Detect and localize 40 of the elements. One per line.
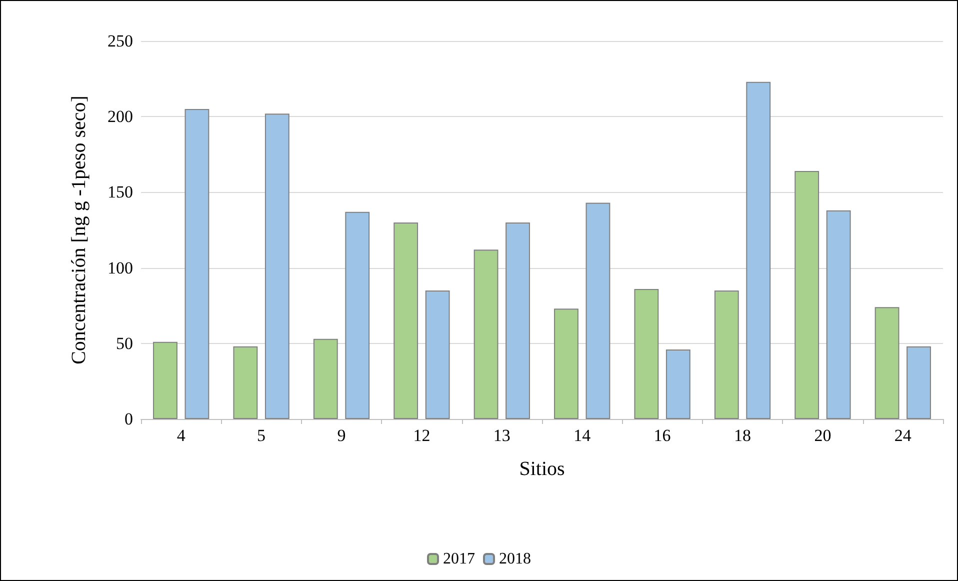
bar: [233, 346, 258, 419]
bar: [474, 250, 498, 419]
bar: [184, 109, 210, 419]
bar: [394, 222, 418, 419]
legend-label: 2017: [443, 550, 475, 568]
bar: [153, 342, 178, 419]
x-tick-label: 9: [337, 426, 346, 445]
x-tick-label: 16: [654, 426, 671, 445]
bar: [906, 346, 931, 419]
bar: [554, 308, 578, 419]
bar: [634, 288, 659, 419]
bar: [506, 222, 530, 419]
bar: [826, 210, 851, 419]
bar: [313, 338, 338, 419]
y-tick-label: 100: [108, 258, 133, 278]
x-tick-label: 14: [574, 426, 592, 445]
x-axis-title: Sitios: [519, 458, 566, 480]
y-tick-label: 0: [124, 410, 133, 428]
y-tick-label: 250: [108, 32, 133, 50]
x-tick-label: 5: [257, 426, 266, 445]
y-tick-label: 200: [108, 107, 133, 126]
bar: [586, 202, 610, 419]
bar: [714, 290, 739, 419]
x-tick-label: 13: [493, 426, 510, 445]
y-axis-title: Concentración [ng g -1peso seco]: [68, 96, 90, 364]
bar: [425, 290, 450, 419]
x-tick-label: 20: [814, 426, 832, 445]
x-tick-label: 18: [734, 426, 751, 445]
x-tick-label: 24: [894, 426, 912, 445]
bar: [264, 114, 290, 419]
y-tick-label: 50: [116, 334, 133, 353]
x-tick-label: 4: [176, 426, 186, 445]
x-tick-label: 12: [413, 426, 430, 445]
bar: [345, 212, 370, 419]
legend-label: 2018: [499, 550, 531, 568]
bar: [746, 82, 771, 419]
bar: [794, 171, 820, 419]
y-tick-label: 150: [108, 182, 133, 202]
bar: [666, 349, 690, 419]
bar: [874, 307, 900, 419]
